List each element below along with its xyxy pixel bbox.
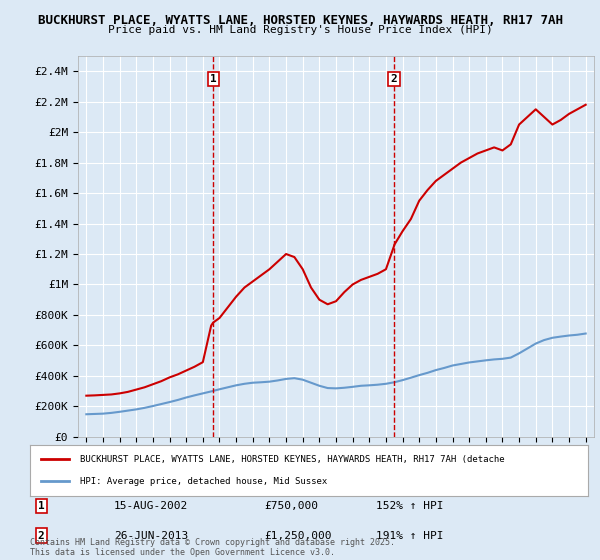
Text: BUCKHURST PLACE, WYATTS LANE, HORSTED KEYNES, HAYWARDS HEATH, RH17 7AH: BUCKHURST PLACE, WYATTS LANE, HORSTED KE…: [37, 14, 563, 27]
Text: £1,250,000: £1,250,000: [265, 530, 332, 540]
Text: 1: 1: [38, 501, 44, 511]
Text: 1: 1: [210, 74, 217, 84]
Text: 15-AUG-2002: 15-AUG-2002: [114, 501, 188, 511]
Text: Price paid vs. HM Land Registry's House Price Index (HPI): Price paid vs. HM Land Registry's House …: [107, 25, 493, 35]
Text: HPI: Average price, detached house, Mid Sussex: HPI: Average price, detached house, Mid …: [80, 477, 328, 486]
Text: 2: 2: [38, 530, 44, 540]
Text: BUCKHURST PLACE, WYATTS LANE, HORSTED KEYNES, HAYWARDS HEATH, RH17 7AH (detache: BUCKHURST PLACE, WYATTS LANE, HORSTED KE…: [80, 455, 505, 464]
Text: 152% ↑ HPI: 152% ↑ HPI: [376, 501, 443, 511]
Text: Contains HM Land Registry data © Crown copyright and database right 2025.
This d: Contains HM Land Registry data © Crown c…: [30, 538, 395, 557]
Text: 2: 2: [391, 74, 397, 84]
Text: 26-JUN-2013: 26-JUN-2013: [114, 530, 188, 540]
Text: 191% ↑ HPI: 191% ↑ HPI: [376, 530, 443, 540]
Text: £750,000: £750,000: [265, 501, 319, 511]
